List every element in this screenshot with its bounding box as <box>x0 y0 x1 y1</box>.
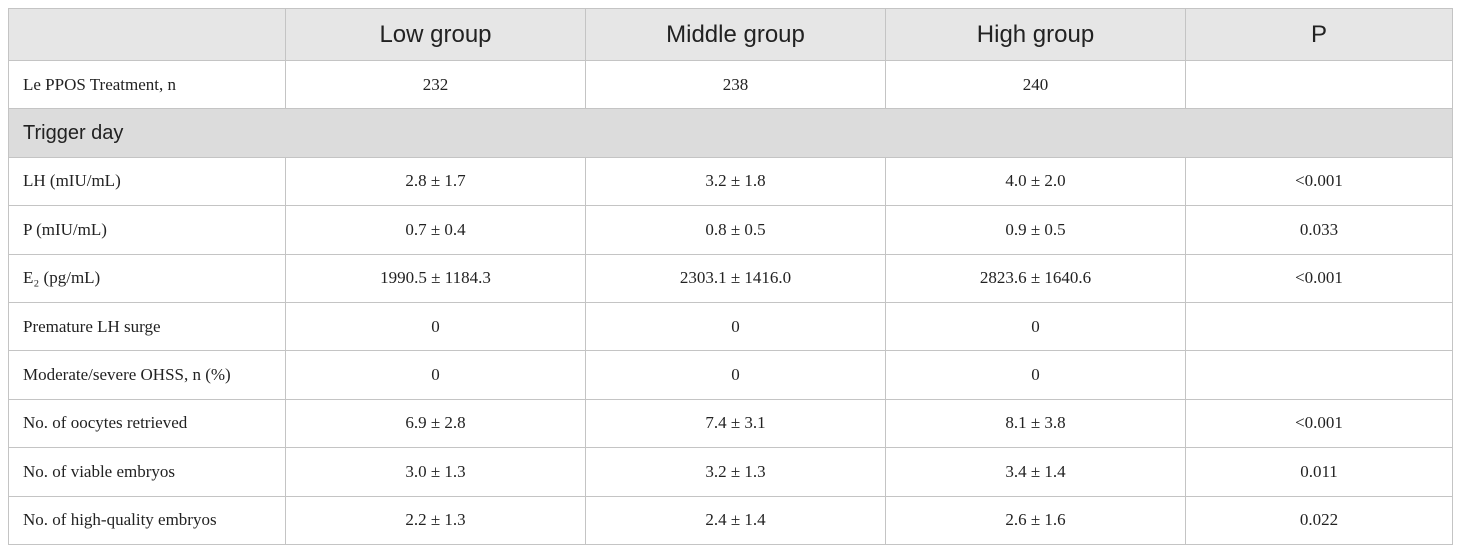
row-label: No. of oocytes retrieved <box>8 398 286 449</box>
cell: 232 <box>285 59 586 110</box>
cell: 2.2 ± 1.3 <box>285 495 586 545</box>
header-cell: High group <box>885 8 1186 61</box>
table-row: Trigger day <box>8 108 1453 158</box>
cell: 2303.1 ± 1416.0 <box>585 253 886 303</box>
cell: 3.2 ± 1.3 <box>585 447 886 497</box>
row-label: LH (mIU/mL) <box>8 156 286 207</box>
cell: 0 <box>285 350 586 400</box>
cell: <0.001 <box>1185 156 1453 207</box>
cell: 240 <box>885 59 1186 110</box>
cell: 0 <box>885 301 1186 352</box>
header-cell: P <box>1185 8 1453 61</box>
table-row: No. of oocytes retrieved 6.9 ± 2.8 7.4 ± 3… <box>8 398 1453 449</box>
row-label: Le PPOS Treatment, n <box>8 59 286 110</box>
cell: 0.033 <box>1185 205 1453 255</box>
row-label: E₂ (pg/mL) <box>8 253 286 303</box>
cell: 8.1 ± 3.8 <box>885 398 1186 449</box>
cell: 0 <box>585 301 886 352</box>
cell: 0.8 ± 0.5 <box>585 205 886 255</box>
row-label: P (mIU/mL) <box>8 205 286 255</box>
table-row: P (mIU/mL) 0.7 ± 0.4 0.8 ± 0.5 0.9 ± 0.5 0.0… <box>8 205 1453 255</box>
table-row: LH (mIU/mL) 2.8 ± 1.7 3.2 ± 1.8 4.0 ± 2.0 <0… <box>8 156 1453 207</box>
cell: <0.001 <box>1185 253 1453 303</box>
cell: 1990.5 ± 1184.3 <box>285 253 586 303</box>
cell <box>1185 350 1453 400</box>
cell: 2.6 ± 1.6 <box>885 495 1186 545</box>
table-row: Moderate/severe OHSS, n (%) 0 0 0 <box>8 350 1453 400</box>
cell: 3.2 ± 1.8 <box>585 156 886 207</box>
cell: 7.4 ± 3.1 <box>585 398 886 449</box>
row-label: No. of high-quality embryos <box>8 495 286 545</box>
cell <box>1185 59 1453 110</box>
cell: 2823.6 ± 1640.6 <box>885 253 1186 303</box>
cell: 4.0 ± 2.0 <box>885 156 1186 207</box>
header-cell <box>8 8 286 61</box>
cell: <0.001 <box>1185 398 1453 449</box>
cell: 3.0 ± 1.3 <box>285 447 586 497</box>
cell: 2.8 ± 1.7 <box>285 156 586 207</box>
cell: 0.011 <box>1185 447 1453 497</box>
table-row: No. of viable embryos 3.0 ± 1.3 3.2 ± 1.3 3… <box>8 447 1453 497</box>
cell <box>1185 301 1453 352</box>
row-label: Moderate/severe OHSS, n (%) <box>8 350 286 400</box>
header-row: Low group Middle group High group P <box>8 8 1453 61</box>
cell: 238 <box>585 59 886 110</box>
cell: 0 <box>285 301 586 352</box>
cell: 0.022 <box>1185 495 1453 545</box>
cell: 0.9 ± 0.5 <box>885 205 1186 255</box>
header-cell: Low group <box>285 8 586 61</box>
row-label: Premature LH surge <box>8 301 286 352</box>
cell: 2.4 ± 1.4 <box>585 495 886 545</box>
table-row: No. of high-quality embryos 2.2 ± 1.3 2.4 … <box>8 495 1453 545</box>
cell: 0.7 ± 0.4 <box>285 205 586 255</box>
cell: 0 <box>885 350 1186 400</box>
table-row: E₂ (pg/mL) 1990.5 ± 1184.3 2303.1 ± 1416.0… <box>8 253 1453 303</box>
section-header: Trigger day <box>8 108 1453 158</box>
table-body: Le PPOS Treatment, n 232 238 240 Trigger day… <box>8 59 1453 545</box>
cell: 0 <box>585 350 886 400</box>
table-row: Premature LH surge 0 0 0 <box>8 301 1453 352</box>
data-table: Low group Middle group High group P Le PPOS… <box>8 8 1453 545</box>
row-label: No. of viable embryos <box>8 447 286 497</box>
cell: 6.9 ± 2.8 <box>285 398 586 449</box>
header-cell: Middle group <box>585 8 886 61</box>
cell: 3.4 ± 1.4 <box>885 447 1186 497</box>
table-row: Le PPOS Treatment, n 232 238 240 <box>8 59 1453 110</box>
